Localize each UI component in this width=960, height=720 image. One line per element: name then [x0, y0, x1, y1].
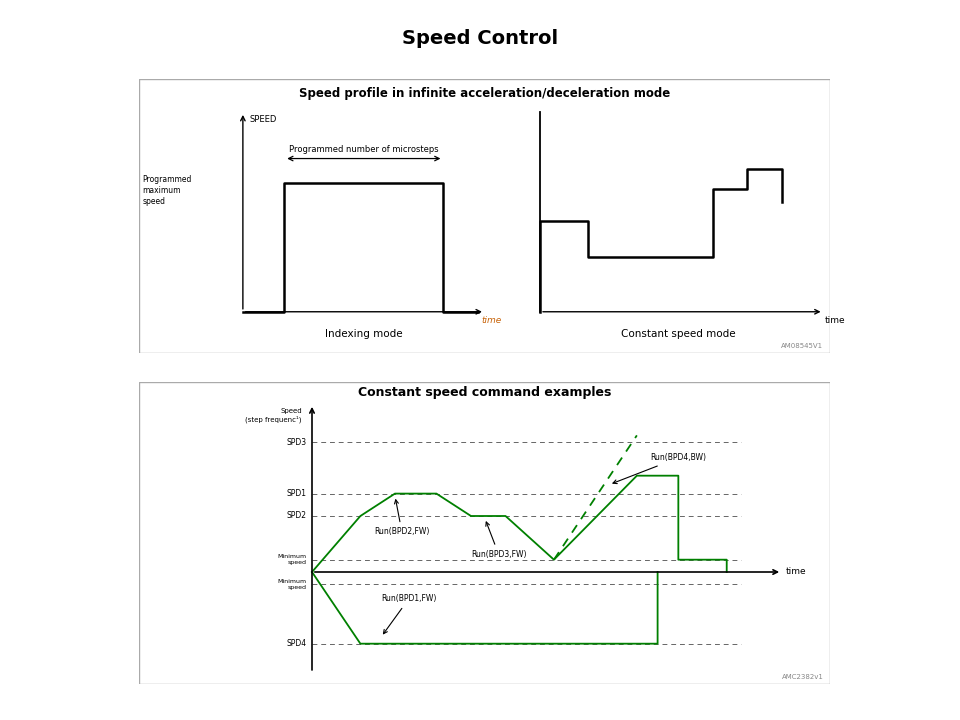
Text: Run(BPD2,FW): Run(BPD2,FW)	[374, 500, 429, 536]
Text: Run(BPD1,FW): Run(BPD1,FW)	[381, 595, 437, 634]
Text: SPD4: SPD4	[286, 639, 306, 648]
Text: AM08545V1: AM08545V1	[781, 343, 824, 348]
Text: Minimum
speed: Minimum speed	[277, 554, 306, 565]
Text: Run(BPD3,FW): Run(BPD3,FW)	[470, 522, 526, 559]
Text: Indexing mode: Indexing mode	[325, 329, 402, 339]
Text: Minimum
speed: Minimum speed	[277, 579, 306, 590]
Text: Programmed
maximum
speed: Programmed maximum speed	[143, 175, 192, 206]
Text: time: time	[825, 316, 846, 325]
Text: SPD1: SPD1	[286, 489, 306, 498]
Text: Constant speed command examples: Constant speed command examples	[358, 386, 612, 399]
Text: Programmed number of microsteps: Programmed number of microsteps	[289, 145, 439, 155]
Text: SPD3: SPD3	[286, 438, 306, 446]
Text: time: time	[785, 567, 806, 577]
Text: Constant speed mode: Constant speed mode	[621, 329, 735, 339]
Text: Speed profile in infinite acceleration/deceleration mode: Speed profile in infinite acceleration/d…	[300, 87, 670, 100]
Text: SPD2: SPD2	[286, 511, 306, 521]
Text: SPEED: SPEED	[250, 114, 277, 124]
Text: AMC2382v1: AMC2382v1	[781, 673, 824, 680]
Text: time: time	[481, 316, 501, 325]
Text: Speed
(step frequenc¹): Speed (step frequenc¹)	[245, 408, 301, 423]
Text: Speed Control: Speed Control	[402, 29, 558, 48]
Text: Run(BPD4,BW): Run(BPD4,BW)	[613, 454, 707, 484]
